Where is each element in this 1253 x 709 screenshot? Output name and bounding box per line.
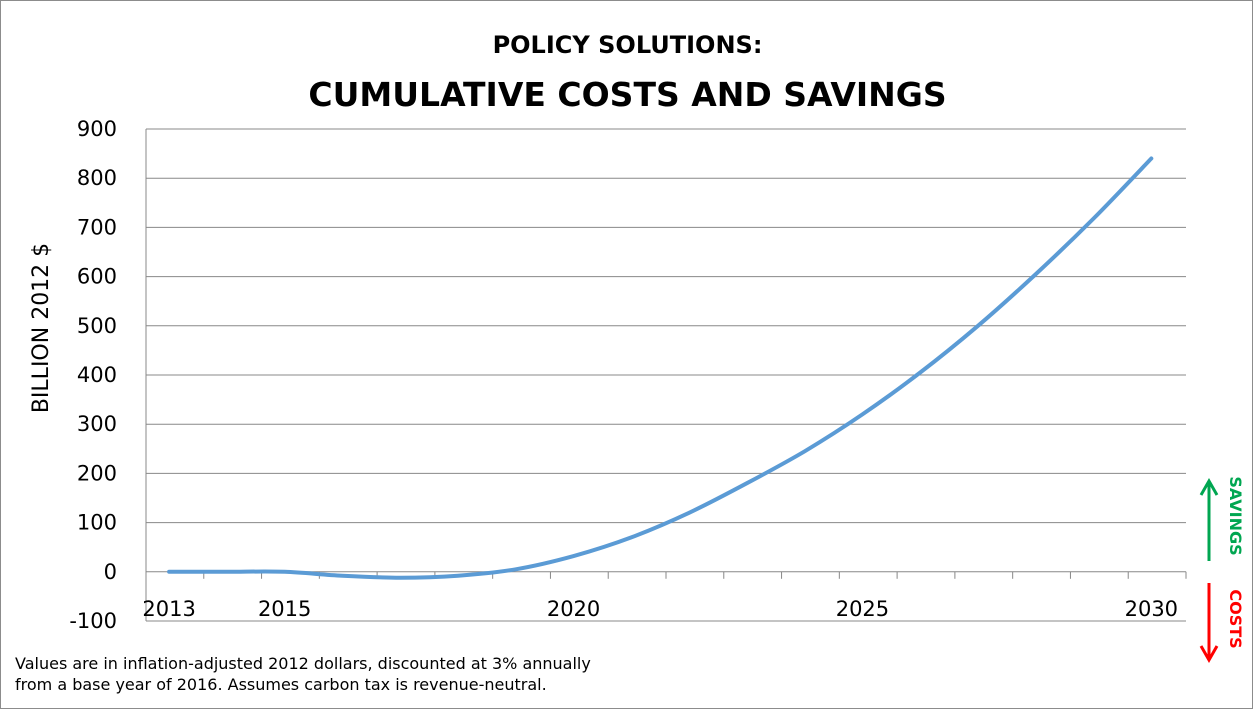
y-tick-label: 500 xyxy=(77,314,117,338)
y-tick-label: 0 xyxy=(104,560,117,584)
footnote-line-1: Values are in inflation-adjusted 2012 do… xyxy=(15,654,591,673)
y-tick-label: 600 xyxy=(77,265,117,289)
series-layer xyxy=(167,156,1154,580)
savings-indicator: SAVINGS xyxy=(1199,476,1245,561)
y-tick-label: -100 xyxy=(69,609,117,633)
footnote: Values are in inflation-adjusted 2012 do… xyxy=(15,653,591,695)
series-line xyxy=(167,156,1154,580)
x-tick-label: 2015 xyxy=(258,597,311,621)
x-tick-label: 2013 xyxy=(142,597,195,621)
x-tick-label: 2020 xyxy=(547,597,600,621)
y-tick-label: 400 xyxy=(77,363,117,387)
footnote-line-2: from a base year of 2016. Assumes carbon… xyxy=(15,675,547,694)
savings-arrow-icon xyxy=(1199,477,1219,561)
y-tick-labels: 900 800 700 600 500 400 300 200 100 0 -100 xyxy=(69,117,117,633)
chart-title-line2: CUMULATIVE COSTS AND SAVINGS xyxy=(308,75,947,114)
costs-label: COSTS xyxy=(1226,589,1245,648)
y-tick-label: 900 xyxy=(77,117,117,141)
savings-label: SAVINGS xyxy=(1226,476,1245,555)
y-tick-label: 200 xyxy=(77,461,117,485)
costs-indicator: COSTS xyxy=(1199,583,1245,664)
chart-title-line1: POLICY SOLUTIONS: xyxy=(492,31,763,59)
x-tick-labels: 2013 2015 2020 2025 2030 xyxy=(142,597,1178,621)
x-tick-label: 2030 xyxy=(1125,597,1178,621)
y-axis-label: BILLION 2012 $ xyxy=(29,243,54,413)
y-tick-label: 800 xyxy=(77,166,117,190)
x-tick-label: 2025 xyxy=(836,597,889,621)
costs-arrow-icon xyxy=(1199,583,1219,664)
gridlines xyxy=(146,128,1186,622)
y-tick-label: 300 xyxy=(77,412,117,436)
y-tick-label: 100 xyxy=(77,511,117,535)
y-tick-label: 700 xyxy=(77,215,117,239)
